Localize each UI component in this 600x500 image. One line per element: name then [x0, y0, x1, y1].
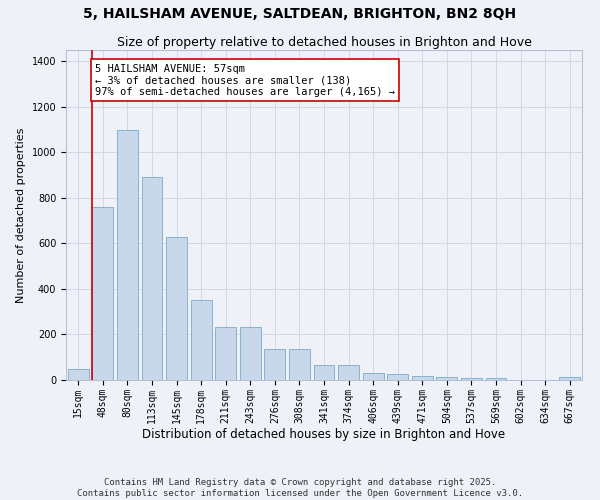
Bar [142, 178, 163, 380]
Bar [240, 327, 261, 380]
X-axis label: Distribution of detached houses by size in Brighton and Hove: Distribution of detached houses by size … [142, 428, 506, 442]
Bar [387, 374, 408, 380]
Bar [166, 236, 187, 380]
Bar [338, 365, 359, 380]
Text: 5, HAILSHAM AVENUE, SALTDEAN, BRIGHTON, BN2 8QH: 5, HAILSHAM AVENUE, SALTDEAN, BRIGHTON, … [83, 8, 517, 22]
Bar [559, 378, 580, 380]
Bar [289, 350, 310, 380]
Bar [68, 369, 89, 380]
Y-axis label: Number of detached properties: Number of detached properties [16, 128, 26, 302]
Bar [215, 327, 236, 380]
Bar [436, 378, 457, 380]
Bar [461, 378, 482, 380]
Bar [314, 365, 334, 380]
Bar [362, 373, 383, 380]
Bar [265, 350, 286, 380]
Bar [485, 378, 506, 380]
Bar [412, 376, 433, 380]
Text: Contains HM Land Registry data © Crown copyright and database right 2025.
Contai: Contains HM Land Registry data © Crown c… [77, 478, 523, 498]
Bar [117, 130, 138, 380]
Text: 5 HAILSHAM AVENUE: 57sqm
← 3% of detached houses are smaller (138)
97% of semi-d: 5 HAILSHAM AVENUE: 57sqm ← 3% of detache… [95, 64, 395, 97]
Bar [92, 207, 113, 380]
Title: Size of property relative to detached houses in Brighton and Hove: Size of property relative to detached ho… [116, 36, 532, 49]
Bar [191, 300, 212, 380]
